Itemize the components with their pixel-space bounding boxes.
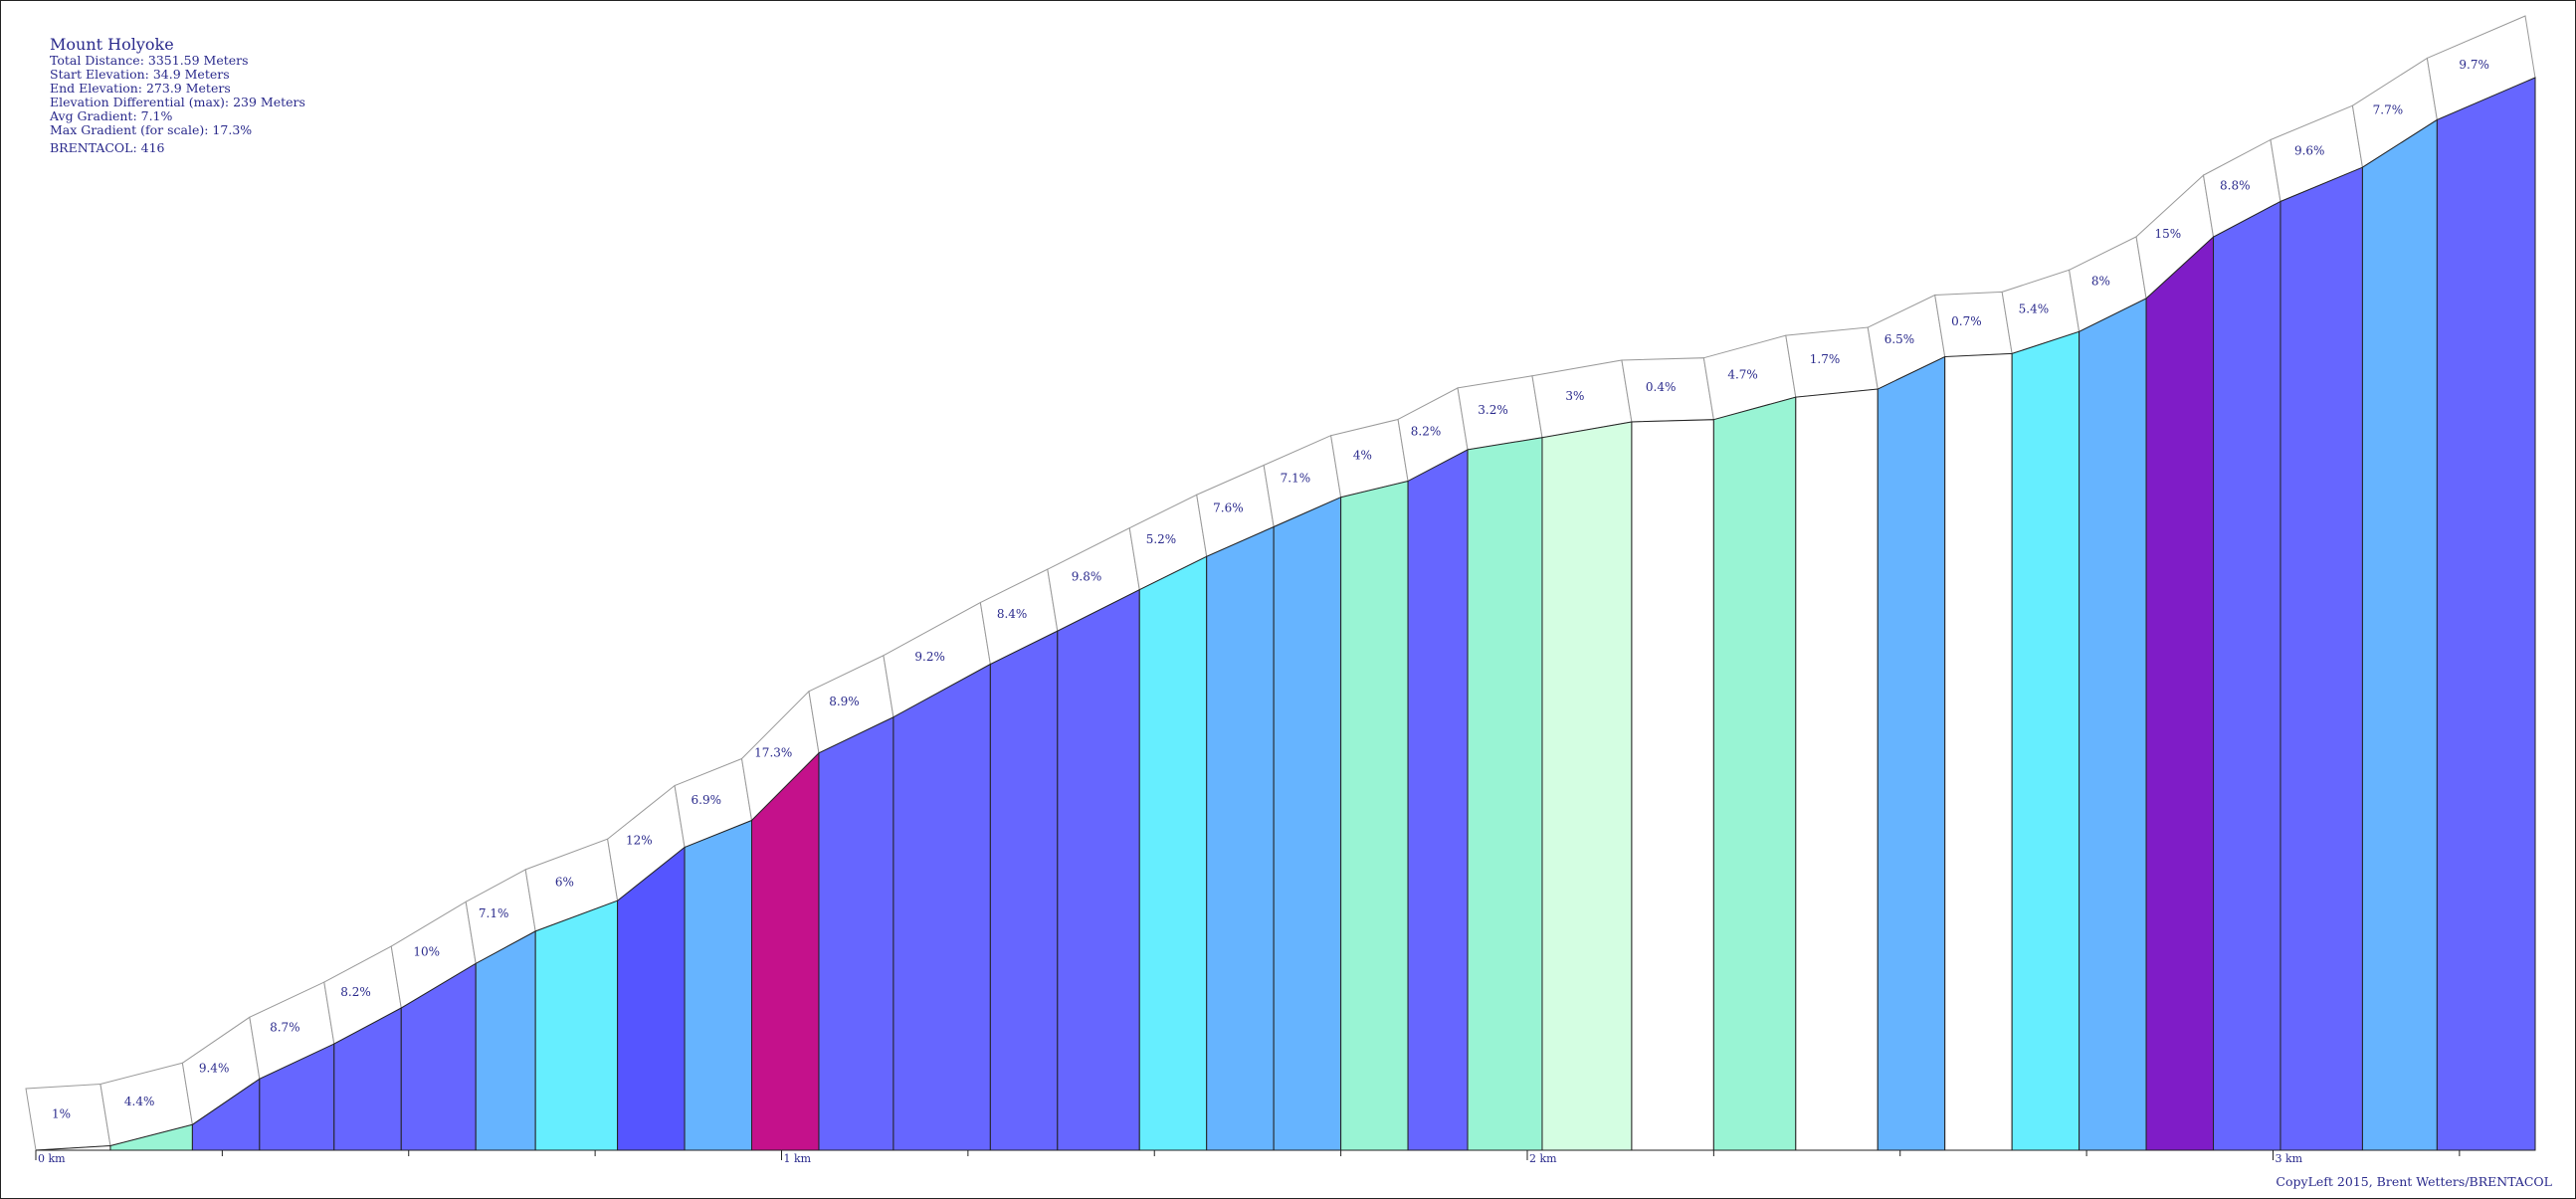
gradient-label: 8.9% — [829, 695, 860, 708]
gradient-label: 8.8% — [2220, 178, 2251, 192]
elevation-segment — [1712, 396, 1797, 1151]
gradient-label: 17.3% — [754, 746, 792, 760]
elevation-segment — [475, 930, 536, 1151]
elevation-segment — [1631, 419, 1714, 1151]
elevation-segment — [751, 751, 820, 1151]
elevation-segment — [1877, 355, 1946, 1151]
gradient-label: 0.4% — [1646, 380, 1677, 394]
gradient-label: 9.4% — [199, 1061, 230, 1075]
gradient-label: 6% — [555, 876, 574, 890]
elevation-segment — [2145, 235, 2215, 1151]
gradient-label: 15% — [2154, 227, 2181, 241]
elevation-segment — [534, 899, 619, 1151]
elevation-segment — [1407, 449, 1469, 1151]
gradient-label: 3.2% — [1478, 403, 1508, 417]
x-tick-label: 0 km — [38, 1152, 66, 1165]
gradient-label: 9.7% — [2459, 58, 2489, 72]
elevation-segment — [617, 846, 686, 1151]
elevation-segment — [2011, 330, 2081, 1151]
elevation-segment — [1206, 525, 1275, 1151]
gradient-label: 12% — [626, 833, 653, 847]
gradient-label: 7.1% — [479, 906, 509, 920]
x-tick-label: 1 km — [783, 1152, 811, 1165]
gradient-label: 6.9% — [692, 793, 722, 807]
gradient-label: 6.5% — [1884, 332, 1915, 346]
gradient-label: 9.8% — [1072, 569, 1102, 583]
x-tick-label: 3 km — [2275, 1152, 2302, 1165]
brentacol-score: BRENTACOL: 416 — [50, 140, 165, 155]
elevation-segment — [1795, 388, 1879, 1151]
gradient-label: 5.2% — [1146, 532, 1177, 546]
elevation-segment — [1273, 496, 1342, 1151]
elevation-segment — [1541, 421, 1633, 1151]
gradient-label: 8.2% — [1411, 425, 1442, 439]
elevation-segment — [2361, 118, 2438, 1151]
elevation-segment — [1057, 588, 1140, 1151]
x-tick-label: 2 km — [1529, 1152, 1557, 1165]
gradient-label: 1% — [52, 1107, 71, 1121]
elevation-differential: Elevation Differential (max): 239 Meters — [50, 95, 305, 109]
gradient-label: 9.6% — [2294, 143, 2325, 157]
gradient-label: 8.6% — [0, 0, 15, 3]
gradient-labels: 1% 4.4% 9.4% 8.7% 8.2% 10% 7.1% 6% 12% 6.9% 17.3% 8… — [0, 0, 2489, 1121]
gradient-label: 0.7% — [1951, 314, 1982, 328]
elevation-segment — [1340, 480, 1409, 1151]
gradient-label: 1.7% — [1810, 352, 1841, 366]
gradient-label: 7.1% — [1281, 472, 1311, 486]
gradient-label: 8.7% — [270, 1021, 300, 1035]
elevation-segments — [35, 77, 2536, 1151]
end-elevation: End Elevation: 273.9 Meters — [50, 81, 231, 96]
elevation-segment — [892, 663, 991, 1151]
elevation-segment — [684, 819, 753, 1151]
copyleft-notice: CopyLeft 2015, Brent Wetters/BRENTACOL — [2276, 1174, 2552, 1189]
max-gradient: Max Gradient (for scale): 17.3% — [50, 122, 253, 137]
gradient-label: 7.7% — [2373, 102, 2404, 116]
gradient-label: 10% — [413, 945, 440, 959]
elevation-segment — [1467, 437, 1543, 1151]
gradient-label: 3% — [1565, 389, 1584, 403]
elevation-segment — [818, 715, 894, 1151]
gradient-label: 4.7% — [1727, 367, 1758, 381]
route-title: Mount Holyoke — [50, 35, 174, 54]
gradient-label: 8.4% — [997, 607, 1028, 621]
gradient-label: 4% — [1353, 449, 1372, 463]
gradient-label: 8.2% — [340, 985, 371, 999]
info-panel: Mount Holyoke Total Distance: 3351.59 Me… — [50, 36, 305, 155]
gradient-label: 4.4% — [124, 1095, 155, 1108]
elevation-segment — [1944, 352, 2013, 1151]
elevation-segment — [1138, 555, 1208, 1151]
elevation-segment — [2436, 77, 2536, 1151]
avg-gradient: Avg Gradient: 7.1% — [50, 108, 173, 123]
total-distance: Total Distance: 3351.59 Meters — [50, 53, 249, 68]
x-axis: 0 km 1 km 2 km 3 km — [35, 1149, 2535, 1165]
gradient-label: 5.4% — [2019, 301, 2050, 315]
start-elevation: Start Elevation: 34.9 Meters — [50, 67, 230, 82]
elevation-segment — [2213, 200, 2281, 1151]
elevation-segment — [989, 630, 1059, 1151]
gradient-label: 9.2% — [914, 650, 945, 664]
gradient-label: 7.6% — [1213, 500, 1244, 514]
gradient-label: 8% — [2091, 275, 2110, 289]
elevation-segment — [2079, 298, 2147, 1151]
elevation-segment — [2279, 166, 2363, 1151]
